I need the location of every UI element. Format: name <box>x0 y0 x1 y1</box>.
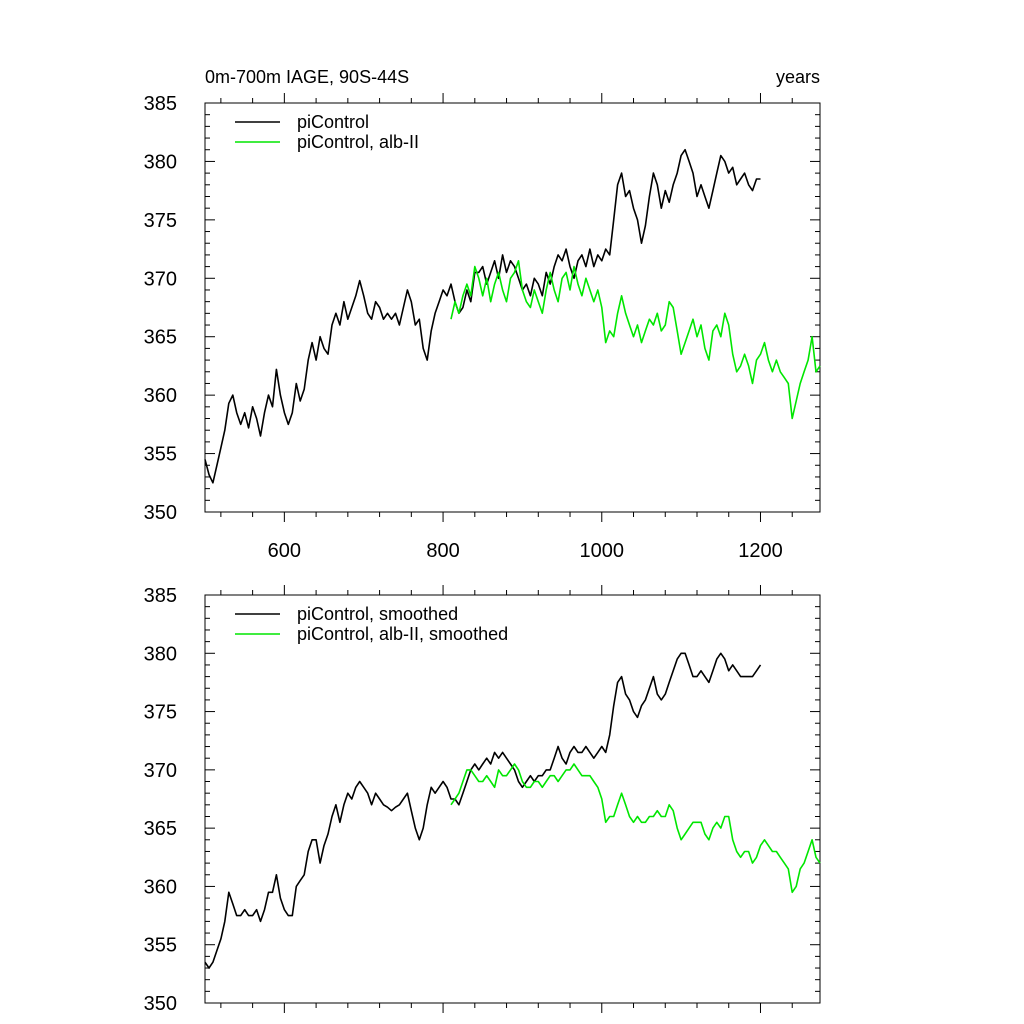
legend-label: piControl, alb-II, smoothed <box>297 624 508 644</box>
series-line-picontrol-alb-ii <box>450 260 821 420</box>
x-tick-label: 600 <box>268 540 301 562</box>
bottom-panel: 350 355 360 365 370 375 380 385 piControl, smoot… <box>144 585 821 1015</box>
y-tick-label: 355 <box>144 444 177 466</box>
y-tick-label: 360 <box>144 876 177 898</box>
x-tick-label: 1000 <box>580 540 625 562</box>
y-tick-label: 375 <box>144 210 177 232</box>
plot-frame <box>204 594 821 1004</box>
y-tick-label: 370 <box>144 760 177 782</box>
plot-frame <box>204 102 821 513</box>
series-line-picontrol <box>204 652 762 969</box>
y-tick-label: 380 <box>144 151 177 173</box>
x-tick-label: 800 <box>426 540 459 562</box>
y-tick-label: 350 <box>144 993 177 1015</box>
legend-label: piControl, smoothed <box>297 604 458 624</box>
y-tick-label: 360 <box>144 385 177 407</box>
y-tick-label: 385 <box>144 585 177 607</box>
y-tick-label: 365 <box>144 818 177 840</box>
y-tick-label: 380 <box>144 643 177 665</box>
y-tick-label: 355 <box>144 935 177 957</box>
x-tick-label: 1200 <box>738 540 783 562</box>
y-tick-label: 350 <box>144 502 177 524</box>
series-line-picontrol <box>204 148 761 484</box>
y-tick-label: 370 <box>144 268 177 290</box>
y-tick-label: 375 <box>144 702 177 724</box>
top-panel: 350 355 360 365 370 375 380 385 600 800 1000 1200 pi… <box>144 93 821 562</box>
y-tick-label: 385 <box>144 93 177 115</box>
chart-title: 0m-700m IAGE, 90S-44S <box>205 67 409 87</box>
series-line-picontrol-alb-ii <box>450 763 821 894</box>
y-tick-label: 365 <box>144 327 177 349</box>
units-label: years <box>776 67 820 87</box>
legend-label: piControl <box>297 112 369 132</box>
legend-label: piControl, alb-II <box>297 132 419 152</box>
